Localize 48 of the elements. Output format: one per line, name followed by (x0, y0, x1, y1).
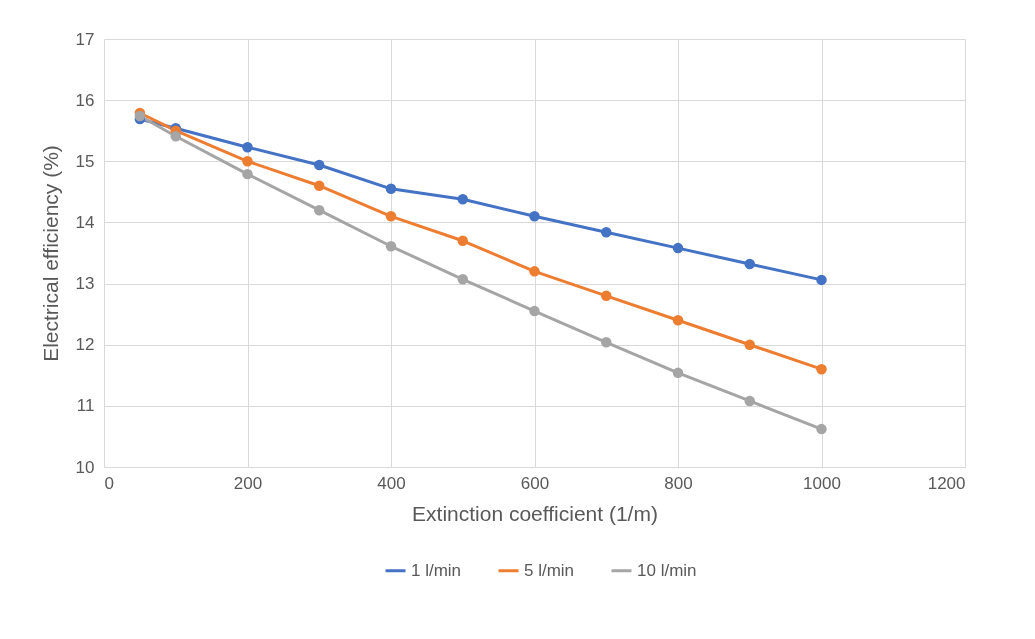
point (529, 211, 540, 222)
legend-label: 10 l/min (637, 560, 697, 580)
point (385, 211, 397, 222)
x-tick-label: 200 (233, 473, 263, 493)
point (314, 180, 325, 191)
x-tick-label: 400 (377, 473, 406, 493)
point (529, 305, 540, 317)
point (744, 339, 755, 350)
point (816, 274, 827, 286)
x-axis-title: Extinction coefficient (1/m) (412, 501, 658, 525)
legend-label: 5 l/min (524, 560, 575, 580)
x-tick-label: 800 (664, 473, 693, 493)
y-tick-label: 12 (75, 335, 95, 355)
x-tick-label: 0 (104, 473, 114, 493)
point (385, 183, 397, 195)
point (457, 193, 468, 205)
y-tick-label: 17 (75, 29, 95, 49)
point (601, 226, 612, 238)
y-tick-label: 16 (75, 90, 95, 110)
point (242, 141, 253, 153)
point (170, 130, 181, 142)
x-tick-label: 1000 (803, 473, 841, 493)
point (314, 159, 325, 171)
point (457, 274, 468, 285)
x-tick-label: 1200 (927, 473, 966, 493)
point (672, 315, 684, 326)
y-tick-label: 11 (76, 396, 95, 416)
y-axis-title: Electrical efficiency (%) (38, 145, 62, 362)
y-tick-label: 13 (75, 274, 95, 294)
point (744, 258, 755, 270)
point (744, 395, 755, 407)
point (601, 290, 612, 302)
point (314, 204, 325, 216)
x-tick-label: 600 (520, 473, 550, 493)
point (816, 423, 827, 435)
point (816, 363, 827, 375)
point (242, 168, 253, 180)
point (672, 367, 684, 379)
y-tick-label: 15 (75, 151, 95, 171)
point (601, 337, 612, 348)
point (529, 266, 540, 277)
point (457, 235, 468, 247)
point (385, 241, 397, 252)
y-tick-label: 14 (75, 212, 95, 232)
y-tick-label: 10 (75, 457, 95, 477)
point (242, 156, 253, 167)
legend-label: 1 l/min (411, 560, 462, 580)
point (672, 242, 684, 254)
